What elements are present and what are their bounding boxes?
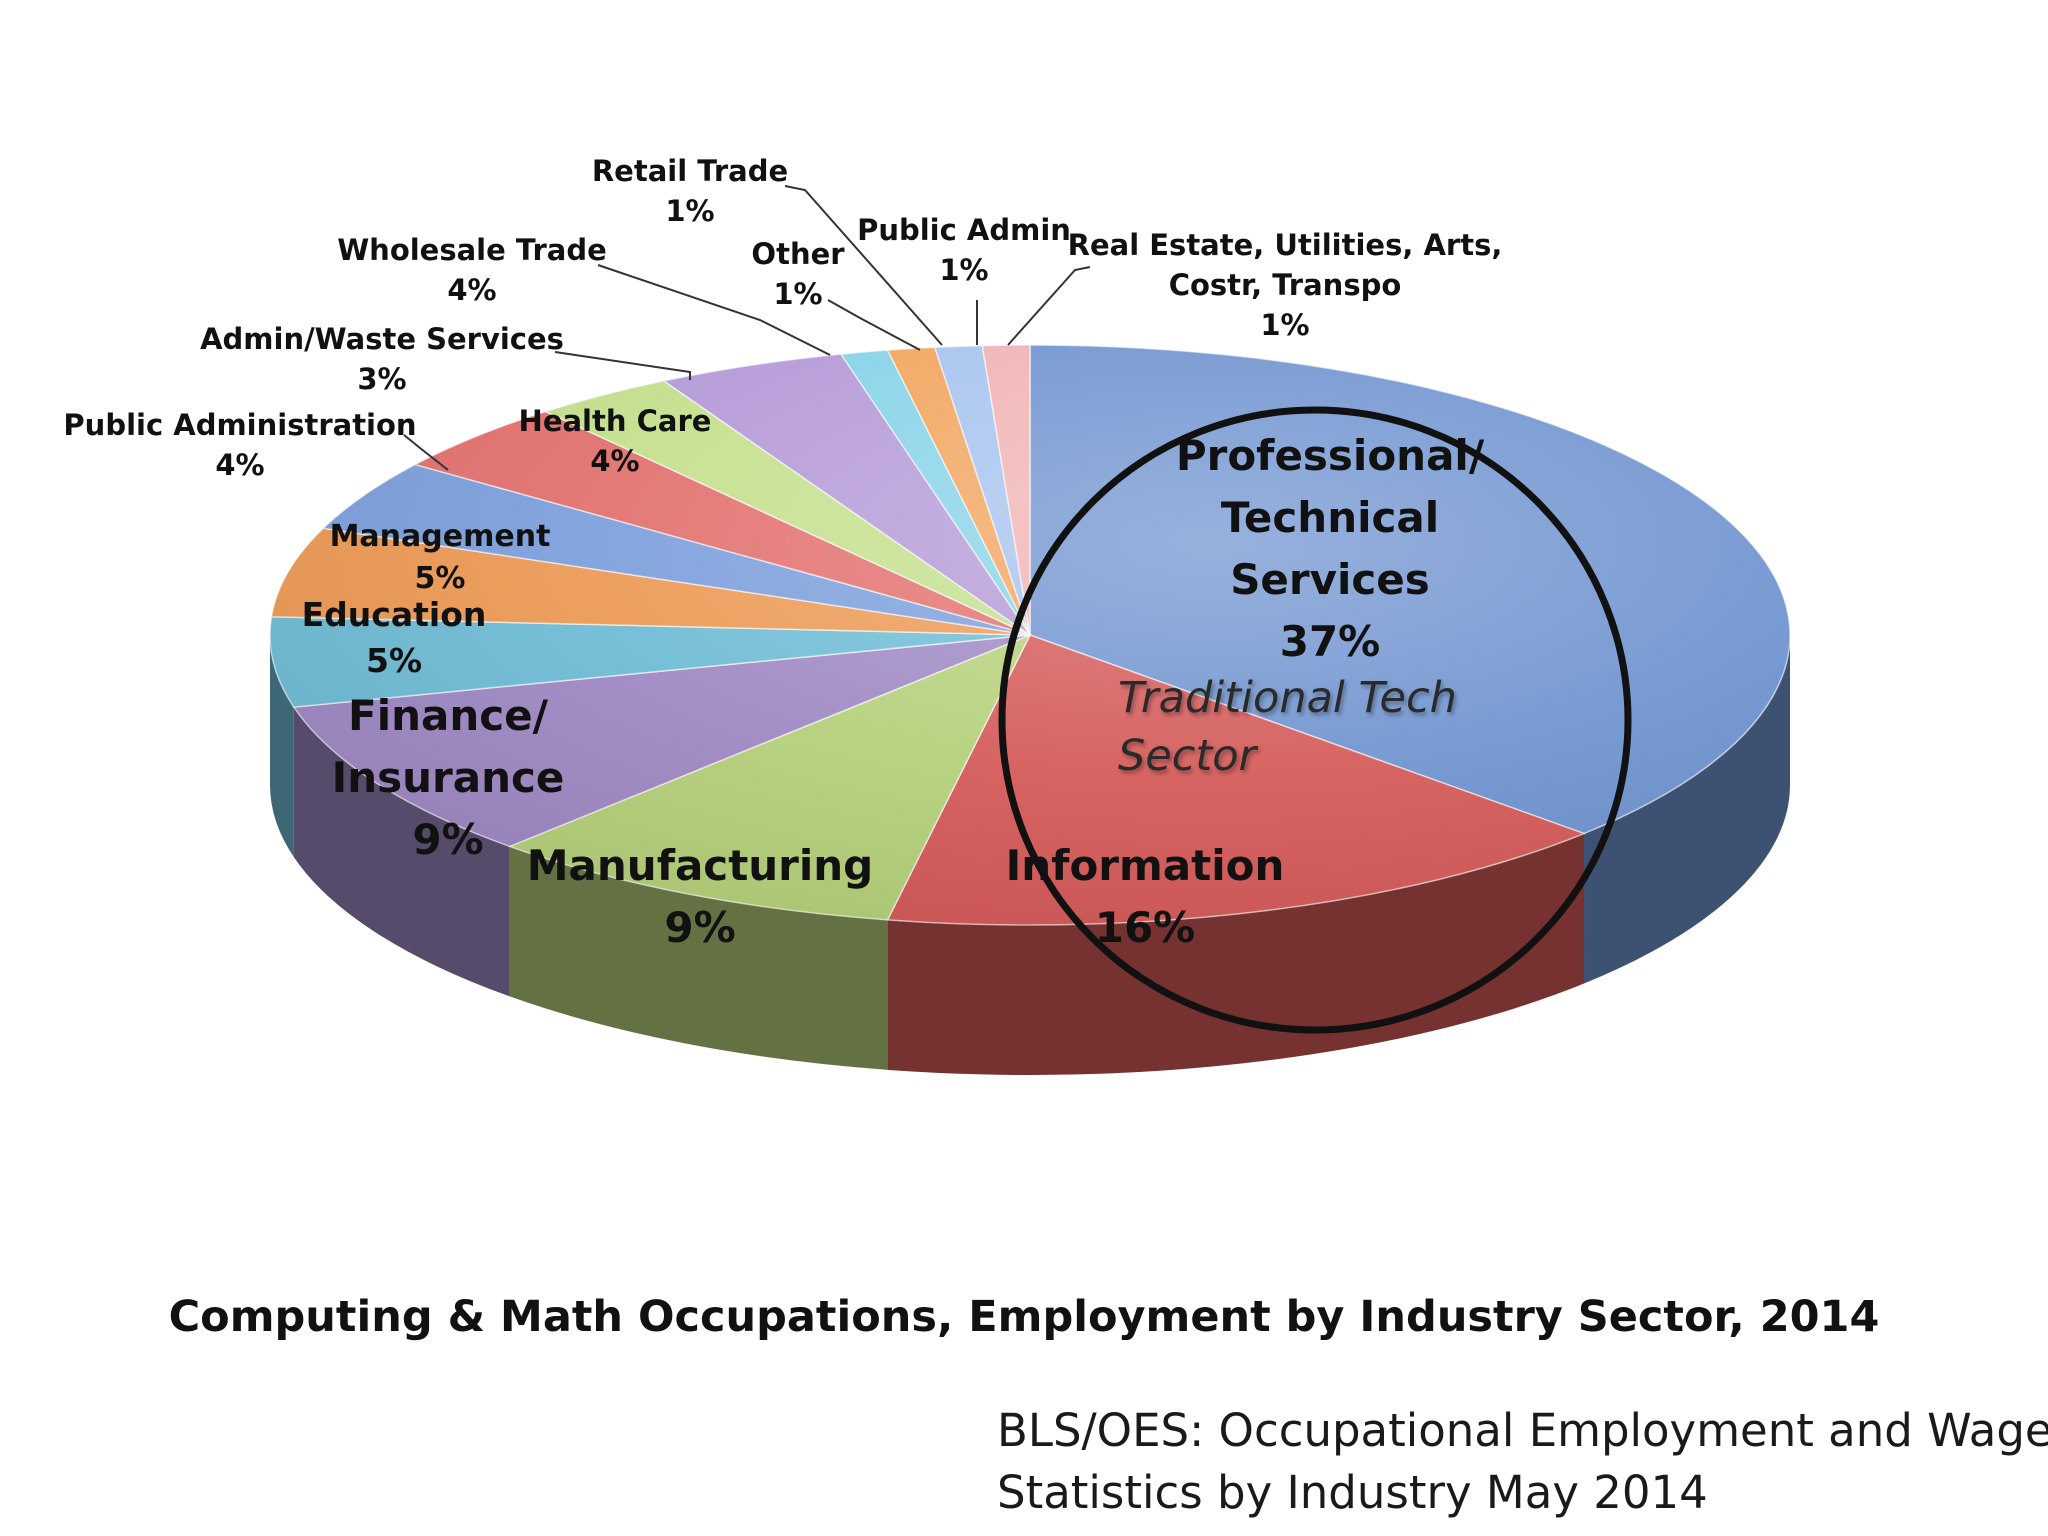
label-finance-insurance: Finance/Insurance 9% [332,691,565,864]
value-retail-trade: 1% [665,194,714,228]
label-education: Education 5% [302,595,487,680]
source-line-2: Statistics by Industry May 2014 [997,1466,1708,1519]
label-management-line-1: Management [330,519,551,554]
label-professional-technical-services-line-2: Technical [1221,493,1439,542]
label-retail-trade: Retail Trade 1% [592,154,788,228]
label-public-admin: Public Admin 1% [857,213,1071,287]
label-finance-insurance-line-2: Insurance [332,753,565,802]
label-wholesale-trade: Wholesale Trade 4% [337,233,607,307]
label-real-estate-utilities-arts-costr-transpo-line-1: Real Estate, Utilities, Arts, [1068,228,1503,262]
source-note: BLS/OES: Occupational Employment and Wag… [997,1400,2048,1524]
label-health-care: Health Care 4% [519,404,712,478]
label-professional-technical-services-line-1: Professional/ [1176,431,1485,480]
value-real-estate-utilities-arts-costr-transpo: 1% [1260,308,1309,342]
label-public-admin-line-1: Public Admin [857,213,1071,247]
leader-retail-trade [784,185,943,346]
label-real-estate-utilities-arts-costr-transpo: Real Estate, Utilities, Arts, Costr, Tran… [1068,228,1503,342]
value-public-administration: 4% [215,448,264,482]
source-line-1: BLS/OES: Occupational Employment and Wag… [997,1404,2048,1457]
value-manufacturing: 9% [664,903,735,952]
leader-real-estate-utilities-arts-costr-transpo [1007,266,1091,346]
label-admin-waste-services: Admin/Waste Services 3% [200,322,564,396]
value-management: 5% [415,561,466,596]
label-finance-insurance-line-1: Finance/ [348,691,549,740]
label-retail-trade-line-1: Retail Trade [592,154,788,188]
leader-admin-waste-services [554,351,691,380]
chart-title: Computing & Math Occupations, Employment… [168,1292,1880,1342]
label-health-care-line-1: Health Care [519,404,712,438]
value-finance-insurance: 9% [412,815,483,864]
label-manufacturing: Manufacturing 9% [527,841,874,952]
label-manufacturing-line-1: Manufacturing [527,841,874,890]
label-professional-technical-services: Professional/Technical Services 37% [1176,431,1485,666]
value-public-admin: 1% [939,253,988,287]
annotation-traditional-tech-line-1: Traditional Tech [1118,673,1457,723]
leader-public-administration [403,434,449,471]
value-education: 5% [366,641,422,680]
value-wholesale-trade: 4% [447,273,496,307]
label-other-line-1: Other [751,237,845,271]
label-admin-waste-services-line-1: Admin/Waste Services [200,322,564,356]
pie-top-faces [269,344,1791,926]
label-real-estate-utilities-arts-costr-transpo-line-2: Costr, Transpo [1169,268,1402,302]
traditional-tech-circle [998,406,1632,1034]
label-public-administration-line-1: Public Administration [63,408,416,442]
value-professional-technical-services: 37% [1280,617,1381,666]
label-management: Management 5% [330,519,551,596]
label-professional-technical-services-line-3: Services [1230,555,1430,604]
leader-wholesale-trade [597,264,831,356]
value-admin-waste-services: 3% [357,362,406,396]
value-health-care: 4% [590,444,639,478]
label-information-line-1: Information [1006,841,1285,890]
label-education-line-1: Education [302,595,487,634]
label-other: Other 1% [751,237,845,311]
annotation-traditional-tech-line-2: Sector [1118,731,1259,781]
value-other: 1% [773,277,822,311]
label-wholesale-trade-line-1: Wholesale Trade [337,233,607,267]
value-information: 16% [1095,903,1196,952]
leader-other [827,299,921,351]
label-information: Information 16% [1006,841,1285,952]
leader-lines [403,185,1091,471]
label-public-administration: Public Administration 4% [63,408,416,482]
slice-labels: Professional/Technical Services 37% Informa… [63,154,1502,952]
